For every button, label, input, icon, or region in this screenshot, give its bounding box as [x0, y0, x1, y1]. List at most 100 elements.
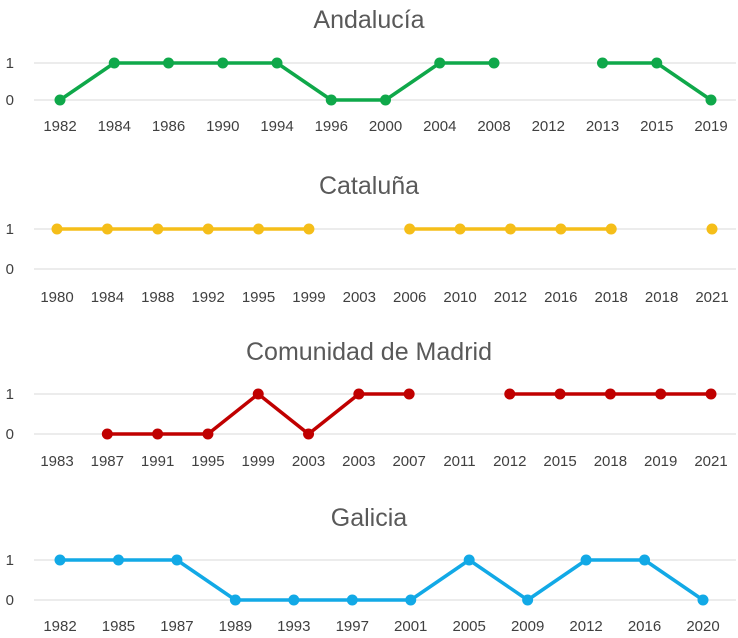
series-line-segment	[206, 392, 260, 436]
x-tick-label: 1986	[152, 118, 185, 135]
series-line-segment	[642, 558, 705, 602]
x-tick-label: 2001	[394, 618, 427, 635]
data-point	[229, 594, 241, 606]
data-point	[252, 388, 264, 400]
x-tick-label: 2011	[443, 453, 475, 470]
x-tick-label: 1987	[160, 618, 193, 635]
data-point	[651, 57, 663, 69]
data-point	[101, 223, 113, 235]
data-point	[112, 554, 124, 566]
chart-title: Galicia	[331, 504, 408, 532]
data-point	[346, 594, 358, 606]
data-point	[555, 223, 567, 235]
x-tick-label: 2015	[640, 118, 673, 135]
data-point	[152, 223, 164, 235]
x-tick-label: 1997	[336, 618, 369, 635]
data-point	[554, 388, 566, 400]
x-tick-label: 2012	[532, 118, 565, 135]
chart-title: Comunidad de Madrid	[246, 338, 492, 366]
data-point	[504, 223, 516, 235]
data-point	[405, 594, 417, 606]
y-tick-label: 0	[6, 261, 14, 278]
x-tick-label: 1984	[91, 289, 124, 306]
series-line-segment	[275, 61, 333, 102]
data-point	[108, 57, 120, 69]
data-point	[353, 388, 365, 400]
data-point	[101, 428, 113, 440]
x-tick-label: 2005	[452, 618, 485, 635]
data-point	[404, 223, 416, 235]
data-point	[604, 388, 616, 400]
x-tick-label: 2012	[493, 453, 526, 470]
y-tick-label: 0	[6, 426, 14, 443]
data-point	[488, 57, 500, 69]
series-line-segment	[175, 558, 238, 602]
data-point	[202, 223, 214, 235]
series-line-segment	[256, 392, 311, 436]
y-tick-label: 1	[6, 386, 14, 403]
x-tick-label: 2019	[694, 118, 727, 135]
x-tick-label: 2003	[342, 453, 375, 470]
x-tick-label: 2020	[686, 618, 719, 635]
data-point	[303, 223, 315, 235]
x-tick-label: 2018	[595, 289, 628, 306]
x-tick-label: 2012	[569, 618, 602, 635]
x-tick-label: 1984	[98, 118, 131, 135]
x-tick-label: 2013	[586, 118, 619, 135]
y-tick-label: 1	[6, 55, 14, 72]
data-point	[217, 57, 229, 69]
data-point	[152, 428, 164, 440]
chart-panel-0: Andalucía 0 1 1982 1984 1986 1990 1994 1996 2000 2…	[6, 6, 736, 135]
series-line-segment	[525, 558, 588, 602]
data-point	[522, 594, 534, 606]
data-point	[639, 554, 651, 566]
data-point	[705, 94, 717, 106]
x-tick-label: 1992	[191, 289, 224, 306]
x-tick-label: 2018	[594, 453, 627, 470]
data-point	[434, 57, 446, 69]
data-point	[171, 554, 183, 566]
x-tick-label: 1982	[43, 618, 76, 635]
data-point	[705, 388, 717, 400]
data-point	[163, 57, 174, 69]
chart-title: Cataluña	[319, 172, 419, 200]
y-tick-label: 1	[6, 221, 14, 238]
x-tick-label: 2021	[694, 453, 727, 470]
x-tick-label: 2016	[544, 289, 577, 306]
x-tick-label: 2010	[443, 289, 476, 306]
data-point	[253, 223, 265, 235]
x-tick-label: 2021	[695, 289, 728, 306]
y-tick-label: 1	[6, 552, 14, 569]
data-point	[380, 94, 391, 106]
data-point	[271, 57, 283, 69]
x-tick-label: 1983	[40, 453, 73, 470]
data-point	[697, 594, 709, 606]
data-point	[454, 223, 466, 235]
chart-panel-1: Cataluña 0 1 1980 1984 1988 1992 1995 1999 2003 20…	[6, 172, 736, 306]
x-tick-label: 1989	[219, 618, 252, 635]
x-tick-label: 2007	[392, 453, 425, 470]
x-tick-label: 1985	[102, 618, 135, 635]
x-tick-label: 1980	[40, 289, 73, 306]
x-tick-label: 1999	[242, 453, 275, 470]
series-line-segment	[467, 558, 530, 602]
x-tick-label: 2000	[369, 118, 402, 135]
data-point	[54, 554, 66, 566]
y-tick-label: 0	[6, 592, 14, 609]
data-point	[403, 388, 415, 400]
x-tick-label: 1988	[141, 289, 174, 306]
series-line-segment	[306, 392, 361, 436]
x-tick-label: 2012	[494, 289, 527, 306]
x-tick-label: 2009	[511, 618, 544, 635]
x-tick-label: 2016	[628, 618, 661, 635]
x-tick-label: 1999	[292, 289, 325, 306]
data-point	[288, 594, 300, 606]
data-point	[325, 94, 337, 106]
data-point	[580, 554, 592, 566]
data-point	[303, 428, 315, 440]
series-line-segment	[383, 61, 442, 102]
data-point	[202, 428, 214, 440]
chart-panel-2: Comunidad de Madrid 0 1 1983 1987 1991 1995 199…	[6, 338, 736, 470]
data-point	[504, 388, 516, 400]
